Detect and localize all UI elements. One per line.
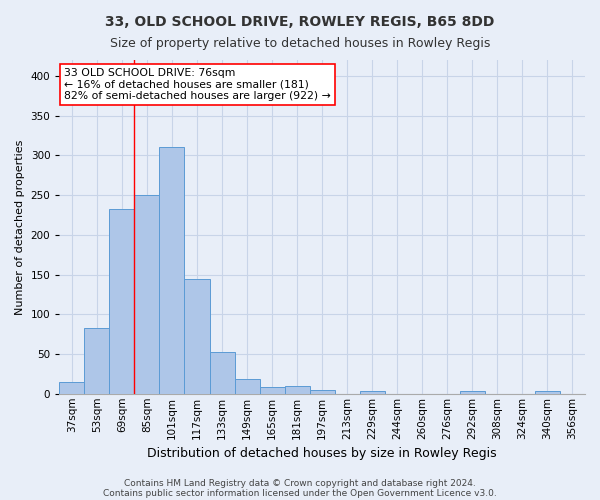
Bar: [184, 278, 209, 394]
Bar: [209, 352, 235, 394]
Text: 33, OLD SCHOOL DRIVE, ROWLEY REGIS, B65 8DD: 33, OLD SCHOOL DRIVE, ROWLEY REGIS, B65 …: [106, 15, 494, 29]
Text: Contains public sector information licensed under the Open Government Licence v3: Contains public sector information licen…: [103, 488, 497, 498]
Text: Contains HM Land Registry data © Crown copyright and database right 2024.: Contains HM Land Registry data © Crown c…: [124, 478, 476, 488]
Bar: [310, 390, 335, 394]
Bar: [85, 328, 109, 394]
Text: 33 OLD SCHOOL DRIVE: 76sqm
← 16% of detached houses are smaller (181)
82% of sem: 33 OLD SCHOOL DRIVE: 76sqm ← 16% of deta…: [64, 68, 331, 101]
X-axis label: Distribution of detached houses by size in Rowley Regis: Distribution of detached houses by size …: [148, 447, 497, 460]
Bar: [59, 382, 85, 394]
Bar: [460, 390, 485, 394]
Y-axis label: Number of detached properties: Number of detached properties: [15, 139, 25, 314]
Bar: [109, 210, 134, 394]
Bar: [235, 378, 260, 394]
Bar: [284, 386, 310, 394]
Bar: [260, 388, 284, 394]
Bar: [360, 390, 385, 394]
Bar: [160, 146, 184, 394]
Bar: [134, 195, 160, 394]
Bar: [535, 390, 560, 394]
Text: Size of property relative to detached houses in Rowley Regis: Size of property relative to detached ho…: [110, 38, 490, 51]
